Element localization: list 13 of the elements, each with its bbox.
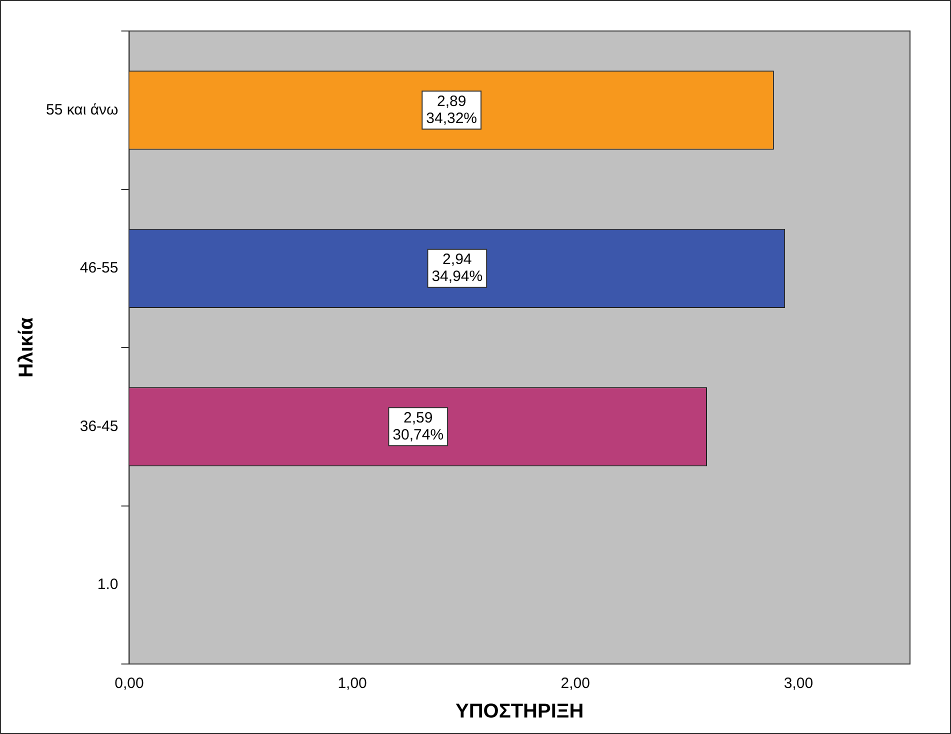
data-label: 2,94 34,94% (432, 251, 483, 286)
y-axis-title: Ηλικία (16, 316, 38, 378)
x-tick-label: 1,00 (338, 675, 367, 692)
x-tick-label: 0,00 (114, 675, 144, 692)
x-tick-label: 3,00 (784, 675, 814, 692)
x-tick-label: 2,00 (560, 675, 590, 692)
y-tick-label: 36-45 (80, 418, 118, 435)
y-tick-label: 1.0 (97, 576, 118, 594)
x-axis-title: ΥΠΟΣΤΗΡΙΞΗ (456, 700, 584, 723)
y-tick-label: 46-55 (80, 260, 118, 277)
data-label: 2,59 30,74% (392, 409, 444, 444)
data-label: 2,89 34,32% (426, 92, 478, 127)
y-tick-label: 55 και άνω (46, 101, 118, 118)
